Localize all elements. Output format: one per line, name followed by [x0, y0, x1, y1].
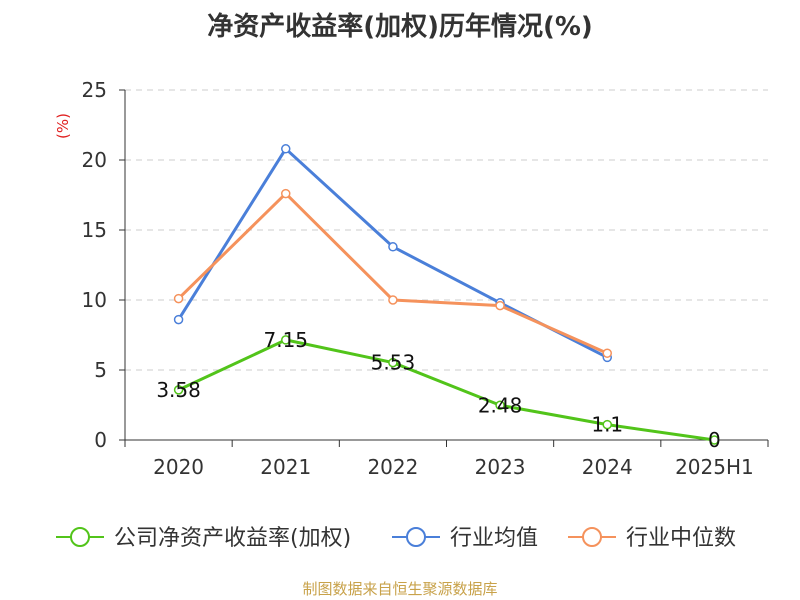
y-tick-label: 20: [82, 148, 107, 172]
x-tick-label: 2021: [260, 455, 311, 479]
legend-label: 行业中位数: [626, 526, 736, 551]
legend[interactable]: 公司净资产收益率(加权) 行业均值 行业中位数: [56, 526, 736, 551]
y-tick-label: 5: [94, 358, 107, 382]
data-point: [281, 335, 291, 345]
data-point: [495, 300, 505, 311]
legend-marker: [582, 527, 602, 547]
data-label: 1.1: [591, 413, 623, 437]
x-tick-label: 2022: [367, 455, 418, 479]
data-label: 0: [708, 428, 721, 452]
source-note: 制图数据来自恒生聚源数据库: [302, 580, 498, 598]
x-tick-label: 2025H1: [675, 455, 754, 479]
legend-item-0[interactable]: 公司净资产收益率(加权): [56, 526, 351, 551]
data-point: [281, 188, 291, 199]
data-point: [388, 242, 398, 252]
y-tick-label: 10: [82, 288, 107, 312]
y-axis-label: (%): [54, 113, 72, 139]
x-tick-label: 2024: [582, 455, 633, 479]
legend-item-2[interactable]: 行业中位数: [568, 526, 736, 551]
x-tick-label: 2023: [475, 455, 526, 479]
data-point: [173, 314, 184, 325]
series-lines: [173, 144, 720, 445]
data-point: [495, 400, 505, 411]
legend-label: 行业均值: [450, 526, 538, 551]
data-point: [173, 385, 184, 395]
x-tick-label: 2020: [153, 455, 204, 479]
y-tick-label: 0: [94, 428, 107, 452]
legend-label: 公司净资产收益率(加权): [114, 526, 351, 551]
y-tick-label: 25: [82, 78, 107, 102]
data-point: [173, 293, 184, 304]
legend-marker: [70, 527, 90, 547]
y-tick-label: 15: [82, 218, 107, 242]
data-point: [602, 348, 612, 358]
series-line-0: [177, 338, 715, 442]
legend-marker: [406, 527, 426, 547]
legend-item-1[interactable]: 行业均值: [392, 526, 538, 551]
data-label: 2.48: [478, 393, 523, 417]
axes: 0 5 10 15 20 25 2020 2021 2022 2023 2024 2025H1: [82, 78, 769, 479]
data-point: [602, 419, 612, 430]
data-point: [388, 295, 398, 305]
data-label: 7.15: [263, 328, 308, 352]
data-point: [709, 435, 720, 445]
data-labels: 3.58 7.15 5.53 2.48 1.1 0: [156, 328, 720, 452]
grid-lines: [125, 89, 768, 371]
data-label: 3.58: [156, 378, 201, 402]
data-point: [281, 144, 291, 154]
data-label: 5.53: [371, 351, 416, 375]
data-point: [388, 357, 398, 368]
chart-title: 净资产收益率(加权)历年情况(%): [207, 12, 593, 42]
